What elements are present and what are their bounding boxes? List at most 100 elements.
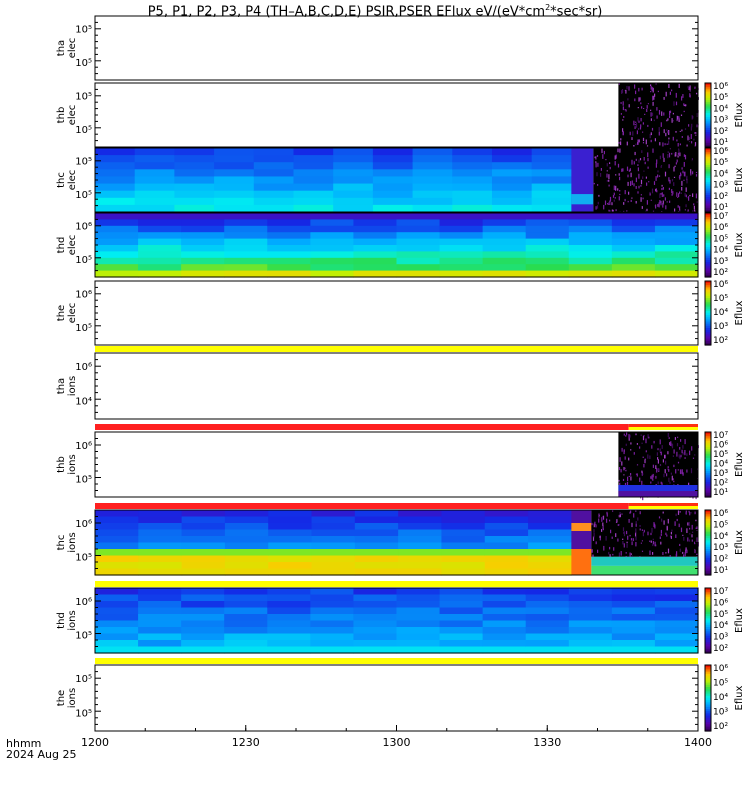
x-tick-label: 1300 xyxy=(383,736,411,749)
heatmap-speckle xyxy=(644,113,646,115)
colorbar-cell xyxy=(705,132,711,135)
heatmap-speckle xyxy=(637,167,639,172)
colorbar-cell xyxy=(705,340,711,344)
colorbar-cell xyxy=(705,110,711,114)
colorbar-cell xyxy=(705,171,711,175)
heatmap-speckle xyxy=(609,200,611,205)
heatmap-speckle xyxy=(671,529,673,532)
heatmap-cell xyxy=(482,219,527,227)
heatmap-cell xyxy=(181,264,225,272)
heatmap-speckle xyxy=(646,109,648,112)
heatmap-speckle xyxy=(691,524,693,530)
heatmap-cell xyxy=(528,523,572,531)
heatmap-cell xyxy=(484,542,529,550)
colorbar-cell xyxy=(705,219,711,223)
heatmap-speckle xyxy=(666,525,668,531)
heatmap-speckle xyxy=(650,532,652,536)
heatmap-speckle xyxy=(691,446,693,451)
heatmap-speckle xyxy=(695,171,698,177)
colorbar-tick-label: 10² xyxy=(713,722,728,732)
colorbar-tick-label: 10⁴ xyxy=(713,246,728,256)
colorbar-cell xyxy=(705,102,711,105)
heatmap-speckle xyxy=(646,208,648,211)
colorbar-cell xyxy=(705,538,711,541)
heatmap-cell xyxy=(293,190,334,199)
y-tick-label: 10⁵ xyxy=(75,25,92,36)
panel-label-species: ions xyxy=(67,532,78,552)
colorbar-cell xyxy=(705,680,711,684)
heatmap-speckle xyxy=(622,538,624,540)
colorbar-cell xyxy=(705,291,711,295)
heatmap-speckle xyxy=(686,197,688,199)
heatmap-speckle xyxy=(662,511,664,514)
colorbar-cell xyxy=(705,486,711,489)
heatmap-speckle xyxy=(673,480,675,483)
heatmap-speckle xyxy=(650,118,652,121)
heatmap-cell xyxy=(528,510,572,518)
heatmap-speckle xyxy=(679,548,681,552)
heatmap-speckle xyxy=(693,209,696,214)
colorbar-cell xyxy=(705,620,711,624)
heatmap-cell xyxy=(452,162,493,170)
heatmap-speckle xyxy=(652,148,654,153)
colorbar-cell xyxy=(705,285,711,288)
heatmap-speckle xyxy=(688,510,690,513)
panel-label-species: ions xyxy=(67,376,78,396)
x-variable-label: hhmm xyxy=(6,737,42,750)
colorbar-cell xyxy=(705,119,711,122)
heatmap-cell xyxy=(224,238,268,246)
heatmap-cell xyxy=(568,232,613,240)
colorbar-cell xyxy=(705,715,711,719)
heatmap-speckle xyxy=(657,90,659,93)
heatmap-cell xyxy=(482,620,527,628)
heatmap-cell xyxy=(138,549,183,557)
heatmap-speckle xyxy=(660,200,662,206)
heatmap-speckle xyxy=(593,523,595,528)
colorbar-cell xyxy=(705,238,711,242)
heatmap-speckle xyxy=(669,148,671,150)
heatmap-cell xyxy=(482,640,527,648)
heatmap-cell xyxy=(484,536,529,544)
colorbar-cell xyxy=(705,194,711,198)
heatmap-speckle xyxy=(650,540,652,543)
heatmap-speckle xyxy=(662,459,664,463)
heatmap-speckle xyxy=(677,152,679,155)
heatmap-cell xyxy=(528,562,572,570)
heatmap-cell xyxy=(525,238,570,246)
heatmap-cell xyxy=(439,607,484,615)
heatmap-speckle xyxy=(641,550,644,552)
heatmap-speckle xyxy=(642,176,644,179)
heatmap-cell xyxy=(531,162,572,170)
heatmap-speckle xyxy=(663,157,665,162)
heatmap-cell xyxy=(452,148,493,156)
heatmap-speckle xyxy=(602,154,604,159)
colorbar-cell xyxy=(705,460,711,463)
heatmap-speckle xyxy=(627,181,629,186)
heatmap-speckle xyxy=(669,110,671,116)
heatmap-speckle xyxy=(694,142,697,146)
heatmap-cell xyxy=(138,245,182,252)
heatmap-cell xyxy=(525,633,570,641)
heatmap-speckle xyxy=(621,90,623,94)
heatmap-speckle xyxy=(620,138,622,141)
heatmap-speckle xyxy=(614,155,616,160)
heatmap-speckle xyxy=(654,205,656,207)
heatmap-speckle xyxy=(629,534,631,537)
heatmap-cell xyxy=(491,162,533,170)
heatmap-speckle xyxy=(617,163,620,168)
colorbar-cell xyxy=(705,713,711,717)
heatmap-speckle xyxy=(601,529,603,532)
heatmap-speckle xyxy=(619,193,621,196)
heatmap-speckle xyxy=(602,528,604,531)
heatmap-speckle xyxy=(628,457,630,461)
status-bar xyxy=(95,581,698,587)
heatmap-speckle xyxy=(693,138,695,141)
heatmap-speckle xyxy=(694,132,696,134)
heatmap-cell xyxy=(224,264,268,272)
colorbar-cell xyxy=(705,536,711,539)
heatmap-speckle xyxy=(696,124,698,128)
colorbar-cell xyxy=(705,570,711,574)
colorbar-cell xyxy=(705,494,711,498)
heatmap-speckle xyxy=(660,452,662,454)
heatmap-speckle xyxy=(679,543,681,546)
